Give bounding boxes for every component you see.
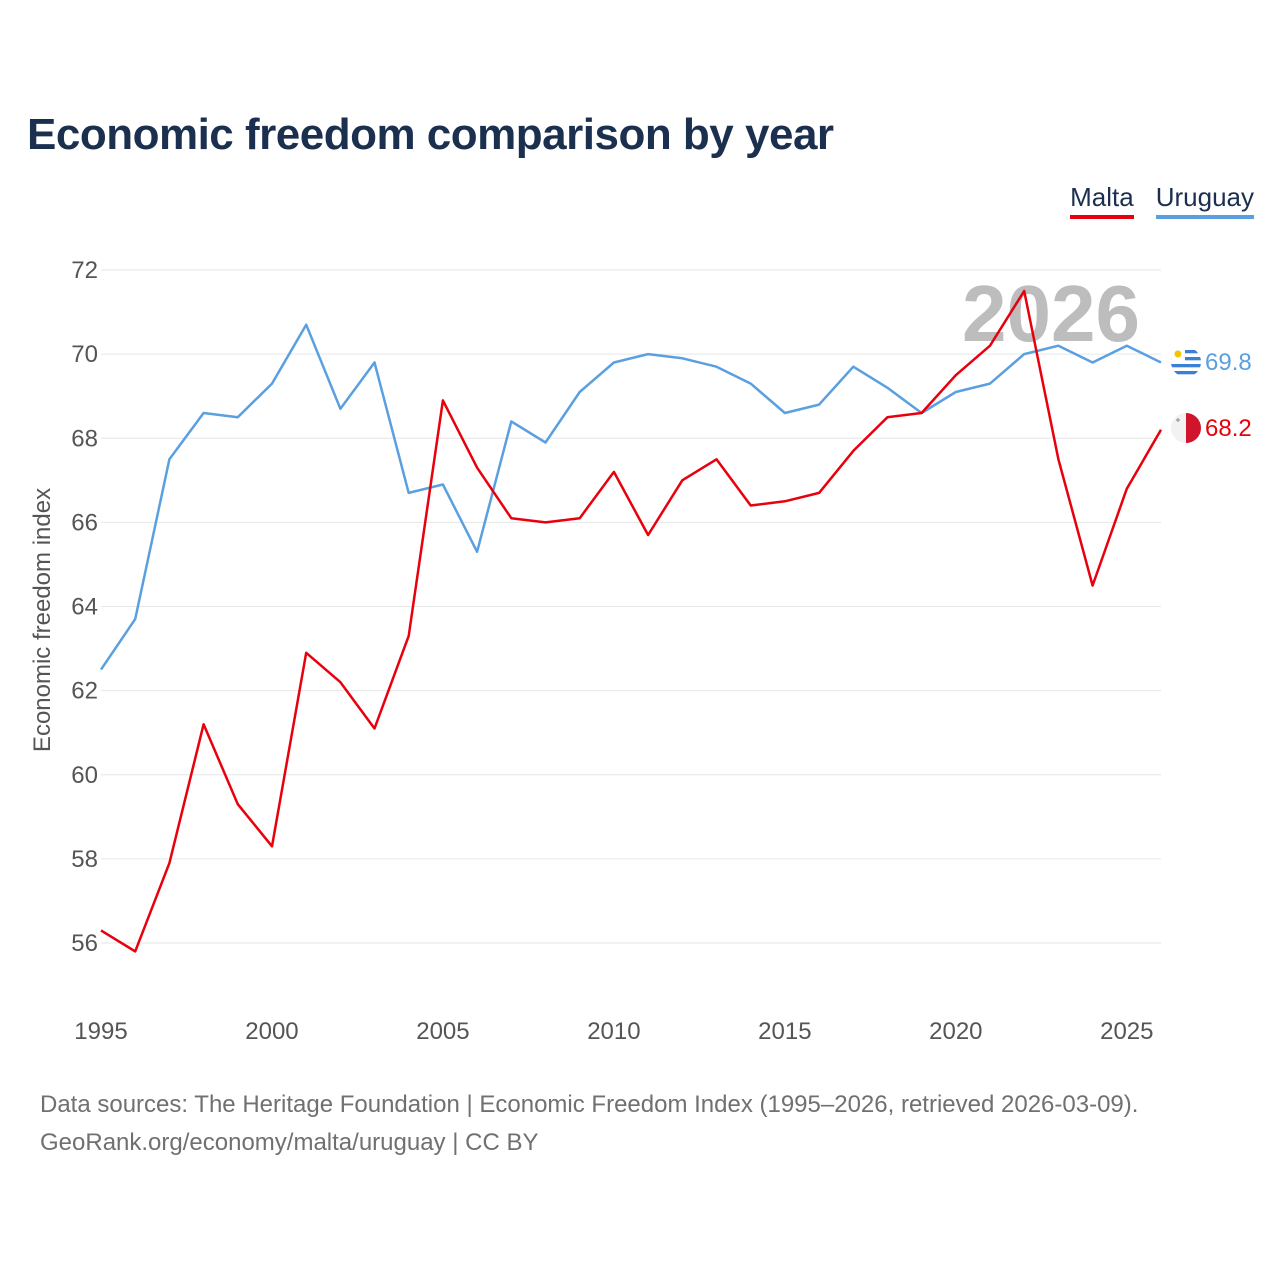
source-note: Data sources: The Heritage Foundation | … xyxy=(40,1086,1138,1162)
x-tick-label: 2010 xyxy=(587,1018,640,1045)
y-tick-label: 66 xyxy=(71,509,98,536)
line-chart: 56 58 60 62 64 66 68 70 72 1995 2000 2005 2010 2015 2… xyxy=(29,257,1252,1045)
legend-item-uruguay[interactable]: Uruguay xyxy=(1155,182,1254,219)
uruguay-flag-icon xyxy=(1171,347,1201,377)
source-line-2[interactable]: GeoRank.org/economy/malta/uruguay | CC B… xyxy=(40,1129,539,1156)
x-axis-ticks: 1995 2000 2005 2010 2015 2020 2025 xyxy=(74,1018,1153,1045)
series-line-uruguay[interactable] xyxy=(99,323,1162,671)
y-axis-label: Economic freedom index xyxy=(29,488,56,752)
x-tick-label: 2015 xyxy=(758,1018,811,1045)
series-lines xyxy=(99,289,1163,953)
y-tick-label: 70 xyxy=(71,341,98,368)
source-line-1: Data sources: The Heritage Foundation | … xyxy=(40,1091,1139,1118)
y-tick-label: 56 xyxy=(71,930,98,957)
malta-flag-icon xyxy=(1171,413,1201,443)
chart-title: Economic freedom comparison by year xyxy=(27,110,834,159)
x-tick-label: 2000 xyxy=(245,1018,298,1045)
uruguay-end-label: 69.8 xyxy=(1205,349,1252,376)
x-tick-label: 2005 xyxy=(416,1018,469,1045)
y-tick-label: 68 xyxy=(71,425,98,452)
series-line-malta[interactable] xyxy=(100,289,1163,953)
y-tick-label: 62 xyxy=(71,678,98,705)
malta-end-label: 68.2 xyxy=(1205,415,1252,442)
current-year-watermark: 2026 xyxy=(962,269,1140,358)
x-tick-label: 2020 xyxy=(929,1018,982,1045)
y-tick-label: 60 xyxy=(71,762,98,789)
gridlines xyxy=(101,269,1161,944)
y-tick-label: 72 xyxy=(71,257,98,284)
y-axis-ticks: 56 58 60 62 64 66 68 70 72 xyxy=(71,257,98,957)
x-tick-label: 1995 xyxy=(74,1018,127,1045)
legend: Malta Uruguay xyxy=(1070,182,1254,219)
y-tick-label: 64 xyxy=(71,594,98,621)
x-tick-label: 2025 xyxy=(1100,1018,1153,1045)
legend-item-malta[interactable]: Malta xyxy=(1070,182,1134,219)
y-tick-label: 58 xyxy=(71,846,98,873)
